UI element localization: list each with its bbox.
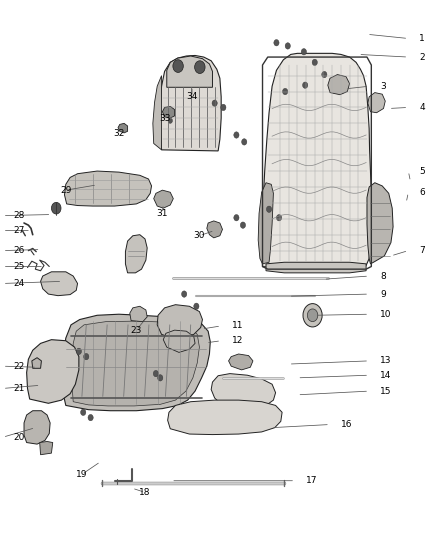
- Polygon shape: [266, 262, 366, 273]
- Text: 32: 32: [113, 130, 124, 139]
- Text: 8: 8: [380, 271, 386, 280]
- Polygon shape: [261, 53, 372, 271]
- Circle shape: [285, 43, 290, 49]
- Text: 6: 6: [419, 188, 425, 197]
- Text: 9: 9: [380, 289, 386, 298]
- Text: 21: 21: [14, 384, 25, 393]
- Text: 11: 11: [232, 321, 244, 330]
- Polygon shape: [168, 400, 282, 434]
- Polygon shape: [72, 321, 199, 406]
- Circle shape: [84, 353, 89, 360]
- Circle shape: [303, 82, 308, 88]
- Polygon shape: [118, 123, 127, 133]
- Text: 26: 26: [14, 246, 25, 255]
- Polygon shape: [368, 93, 385, 113]
- Text: 31: 31: [157, 209, 168, 218]
- Circle shape: [274, 39, 279, 46]
- Text: 18: 18: [139, 488, 151, 497]
- Polygon shape: [367, 183, 393, 264]
- Circle shape: [168, 118, 173, 123]
- Polygon shape: [153, 76, 162, 150]
- Text: 19: 19: [76, 470, 88, 479]
- Polygon shape: [24, 411, 50, 444]
- Circle shape: [81, 409, 86, 416]
- Polygon shape: [167, 56, 212, 87]
- Text: 14: 14: [380, 370, 392, 379]
- Polygon shape: [130, 306, 147, 321]
- Circle shape: [322, 71, 327, 78]
- Polygon shape: [229, 354, 253, 370]
- Text: 17: 17: [306, 476, 318, 485]
- Text: 10: 10: [380, 310, 392, 319]
- Text: 3: 3: [380, 82, 386, 91]
- Circle shape: [76, 348, 81, 354]
- Text: 33: 33: [159, 114, 170, 123]
- Circle shape: [88, 415, 93, 421]
- Circle shape: [312, 59, 318, 66]
- Polygon shape: [125, 235, 147, 273]
- Polygon shape: [41, 272, 78, 296]
- Circle shape: [240, 222, 246, 228]
- Circle shape: [158, 375, 163, 381]
- Polygon shape: [211, 374, 276, 409]
- Text: 25: 25: [14, 262, 25, 271]
- Polygon shape: [62, 314, 210, 411]
- Circle shape: [242, 139, 247, 145]
- Text: 1: 1: [419, 34, 425, 43]
- Circle shape: [194, 61, 205, 74]
- Text: 5: 5: [419, 166, 425, 175]
- Text: 16: 16: [341, 420, 352, 429]
- Circle shape: [301, 49, 307, 55]
- Text: 30: 30: [194, 231, 205, 240]
- Text: 2: 2: [419, 53, 425, 62]
- Circle shape: [303, 304, 322, 327]
- Circle shape: [212, 100, 217, 107]
- Text: 20: 20: [14, 433, 25, 442]
- Circle shape: [234, 215, 239, 221]
- Circle shape: [276, 215, 282, 221]
- Polygon shape: [328, 75, 350, 95]
- Polygon shape: [154, 190, 173, 208]
- Text: 29: 29: [60, 185, 71, 195]
- Circle shape: [182, 291, 187, 297]
- Circle shape: [153, 370, 159, 377]
- Circle shape: [221, 104, 226, 111]
- Circle shape: [234, 132, 239, 138]
- Polygon shape: [207, 221, 223, 238]
- Polygon shape: [163, 330, 195, 352]
- Text: 23: 23: [131, 326, 142, 335]
- Text: 4: 4: [419, 103, 425, 112]
- Polygon shape: [160, 55, 221, 151]
- Circle shape: [283, 88, 288, 95]
- Text: 13: 13: [380, 357, 392, 366]
- Text: 22: 22: [14, 362, 25, 370]
- Polygon shape: [32, 358, 42, 368]
- Text: 28: 28: [14, 211, 25, 220]
- Text: 7: 7: [419, 246, 425, 255]
- Circle shape: [51, 203, 61, 214]
- Polygon shape: [40, 441, 53, 455]
- Circle shape: [173, 60, 184, 72]
- Text: 27: 27: [14, 226, 25, 235]
- Text: 15: 15: [380, 386, 392, 395]
- Polygon shape: [27, 340, 79, 403]
- Polygon shape: [64, 171, 152, 206]
- Circle shape: [194, 303, 199, 310]
- Text: 34: 34: [186, 92, 198, 101]
- Polygon shape: [162, 107, 175, 118]
- Text: 24: 24: [14, 279, 25, 288]
- Circle shape: [266, 206, 272, 213]
- Polygon shape: [258, 183, 273, 264]
- Circle shape: [307, 309, 318, 321]
- Text: 12: 12: [232, 336, 244, 345]
- Polygon shape: [157, 305, 202, 337]
